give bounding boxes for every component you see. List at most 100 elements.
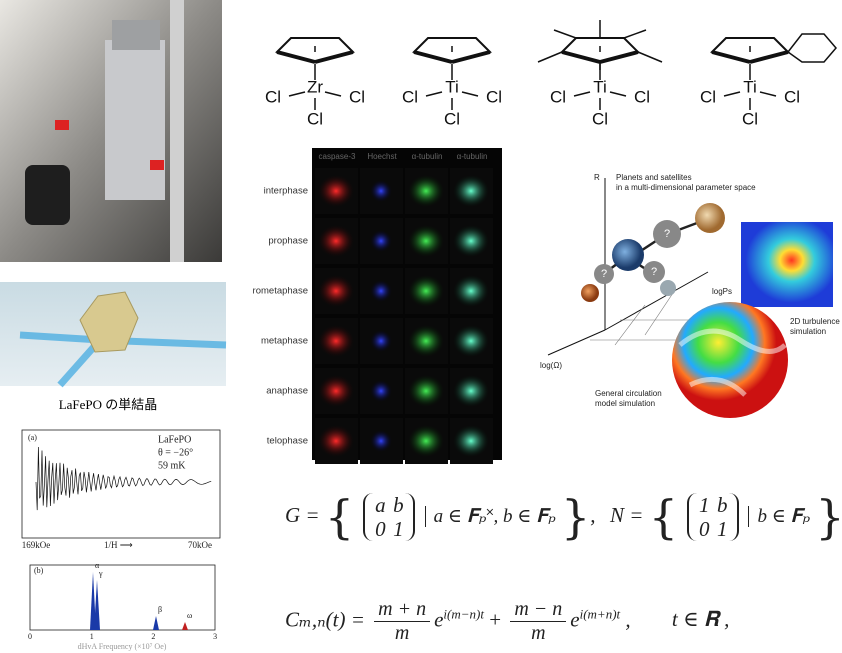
denominator: m — [394, 622, 410, 644]
exponent: i(m−n)t — [443, 606, 484, 622]
entry: b — [393, 493, 404, 517]
numerator: m + n — [374, 598, 431, 622]
entry: 1 — [698, 493, 710, 517]
phenyl-ring — [786, 33, 837, 63]
axis-label: logPs — [712, 287, 732, 296]
cp-bond — [314, 50, 354, 64]
domain: t ∈ 𝐑 , — [671, 607, 730, 632]
angle: θ = −26° — [158, 447, 193, 458]
row-label: anaphase — [266, 386, 308, 397]
lab-photo-valve — [25, 165, 70, 225]
cl-bond — [573, 91, 591, 97]
unknown-label: ? — [630, 227, 631, 228]
column-header: Hoechst — [367, 152, 397, 161]
mars — [581, 284, 599, 302]
chlorine: Cl — [486, 87, 502, 106]
x-tick-label: 3 — [213, 632, 217, 641]
chlorine: Cl — [402, 87, 418, 106]
spectrum-peak — [94, 580, 100, 630]
temperature: 59 mK — [158, 460, 186, 471]
dhva-plot: (a) LaFePO θ = −26° 59 mK 169kOe 1/H ⟶ 70kOe (b… — [21, 429, 221, 651]
gcm-globe — [672, 302, 788, 418]
jupiter — [695, 203, 725, 233]
x-tick-label: 0 — [28, 632, 32, 641]
field-end: 70kOe — [188, 540, 212, 550]
title: Planets and satellites — [616, 173, 692, 182]
gcm-swirl — [678, 328, 787, 397]
cell-stain — [370, 180, 392, 202]
cp-bond — [451, 50, 491, 64]
n-condition: b ∈ 𝐅ₚ — [748, 505, 811, 527]
methyl — [637, 51, 663, 63]
axis-label: log(Ω) — [540, 361, 562, 370]
numerator: m − n — [510, 598, 567, 622]
cell-stain — [318, 225, 354, 257]
field-start: 169kOe — [22, 540, 51, 550]
chlorine: Cl — [349, 87, 365, 106]
brace: { — [324, 490, 355, 544]
cl-bond — [723, 91, 741, 97]
cp-bond — [749, 50, 789, 64]
g-condition: a ∈ 𝐅ₚ˟, b ∈ 𝐅ₚ — [424, 505, 556, 527]
chlorine: Cl — [700, 87, 716, 106]
grid — [614, 304, 646, 346]
cl-bond — [288, 91, 306, 97]
axis-z — [547, 329, 606, 356]
grid — [644, 289, 676, 336]
cell-stain — [408, 425, 444, 457]
methyl — [537, 51, 563, 63]
chlorine: Cl — [550, 87, 566, 106]
cp-bond — [561, 50, 601, 64]
cl-bond — [759, 91, 777, 97]
entry: 0 — [698, 517, 710, 541]
earth — [612, 239, 644, 271]
entry: a — [375, 493, 386, 517]
cell-stain — [453, 325, 489, 357]
x-axis-label: dHvA Frequency (×10⁷ Oe) — [78, 642, 167, 651]
equation-c: Cₘ,ₙ(t) = m + n m ei(m−n)t + m − n m ei(m+n)… — [285, 598, 729, 645]
title: in a multi-dimensional parameter space — [616, 183, 756, 192]
entry: 1 — [393, 517, 404, 541]
entry: 0 — [375, 517, 386, 541]
unknown-node — [594, 264, 614, 284]
turbulence-image — [741, 222, 833, 307]
entry: b — [716, 493, 728, 517]
cl-bond — [324, 91, 342, 97]
g-comma: , — [590, 502, 596, 527]
chlorine: Cl — [444, 109, 460, 128]
cell-stain — [453, 175, 489, 207]
spectrum-peak — [90, 572, 96, 630]
metal: Ti — [743, 77, 757, 96]
row-label: metaphase — [261, 336, 308, 347]
chlorine: Cl — [742, 109, 758, 128]
cell-stain — [370, 230, 392, 252]
cell-stain — [318, 325, 354, 357]
panel-label: (a) — [28, 433, 37, 442]
brace: { — [648, 490, 678, 544]
methyl — [553, 29, 577, 39]
field-axis: 1/H ⟶ — [104, 540, 133, 550]
cl-bond — [609, 91, 627, 97]
turbulence-caption: 2D turbulence — [790, 317, 840, 326]
cell-stain — [453, 275, 489, 307]
panel-a-frame — [21, 429, 221, 539]
chlorine: Cl — [265, 87, 281, 106]
row-label: telophase — [267, 436, 308, 447]
exp-base: e — [570, 607, 580, 632]
cp-bond — [276, 50, 316, 64]
methyl — [623, 29, 647, 39]
unknown-label: ? — [651, 266, 657, 278]
cell-stain — [408, 375, 444, 407]
brace: } — [815, 490, 842, 544]
plus: + — [489, 607, 502, 632]
x-tick-label: 2 — [151, 632, 155, 641]
cell-stain — [453, 225, 489, 257]
cell-stain — [408, 275, 444, 307]
g-lhs: G = — [285, 502, 320, 527]
